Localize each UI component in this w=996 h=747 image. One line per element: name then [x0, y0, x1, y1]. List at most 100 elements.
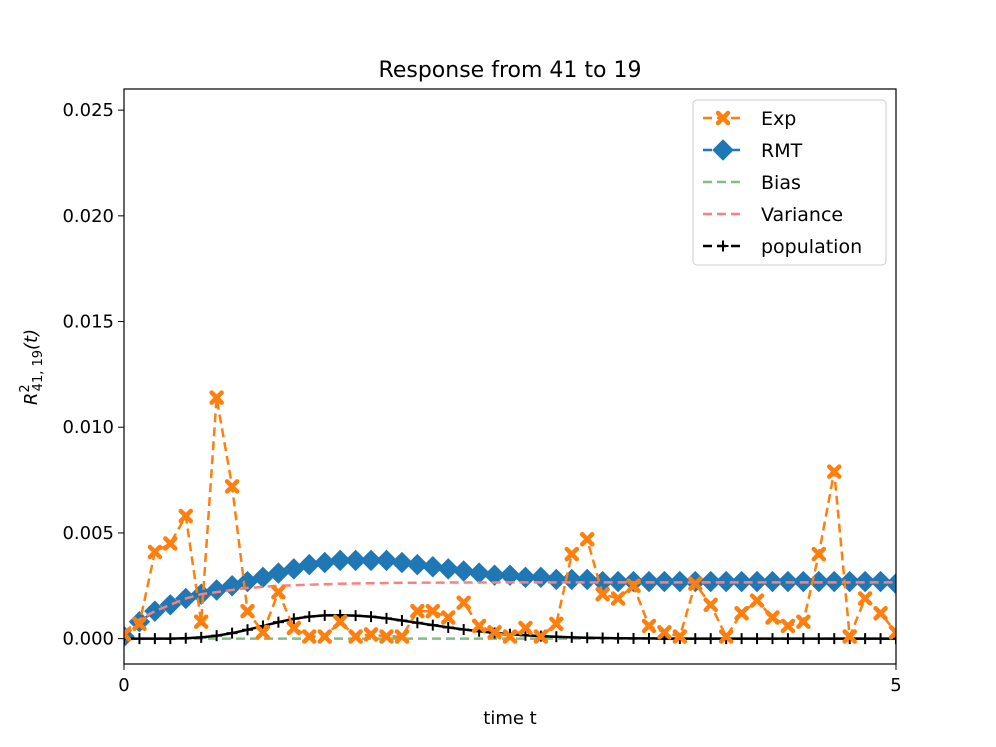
exp-point — [132, 616, 147, 632]
y-tick-label: 0.000 — [62, 629, 114, 650]
exp-point — [579, 532, 595, 547]
rmt-point — [221, 575, 243, 597]
exp-point — [302, 629, 317, 644]
rmt-point — [499, 564, 521, 586]
rmt-point — [252, 566, 274, 589]
exp-point — [224, 479, 240, 494]
exp-point — [657, 625, 672, 640]
population-point — [689, 633, 701, 645]
exp-point — [178, 508, 194, 524]
exp-point — [641, 618, 657, 634]
population-point — [766, 633, 778, 645]
exp-point — [317, 629, 332, 644]
legend-marker-population — [717, 240, 729, 252]
population-point — [736, 633, 748, 645]
population-point — [782, 633, 794, 645]
rmt-point — [205, 579, 228, 601]
population-point — [813, 633, 825, 645]
rmt-point — [746, 570, 768, 593]
population-point — [442, 621, 454, 633]
y-axis: 0.000 0.005 0.010 0.015 0.020 0.025 — [62, 100, 124, 650]
population-point — [705, 633, 717, 645]
exp-point — [765, 610, 780, 625]
rmt-point — [452, 560, 475, 582]
population-point — [828, 633, 840, 645]
exp-point — [440, 610, 456, 625]
rmt-point — [329, 549, 351, 572]
y-tick-label: 0.005 — [62, 523, 114, 544]
exp-point — [549, 616, 564, 632]
legend-label-population: population — [761, 236, 862, 258]
x-tick-label: 0 — [118, 675, 129, 696]
exp-point — [626, 578, 641, 594]
population-point — [272, 616, 284, 628]
exp-point — [610, 591, 626, 606]
exp-point — [193, 614, 209, 629]
exp-point — [425, 603, 441, 619]
rmt-point — [283, 558, 305, 580]
population-point — [242, 624, 254, 636]
rmt-point — [715, 570, 737, 593]
legend-label-rmt: RMT — [761, 140, 803, 162]
legend-marker-exp — [715, 110, 731, 126]
exp-point — [471, 618, 487, 634]
rmt-point — [545, 568, 568, 591]
rmt-point — [375, 549, 398, 572]
population-point — [133, 633, 145, 645]
population-point — [550, 631, 562, 643]
population-point — [411, 617, 423, 629]
legend: Exp RMT Bias Variance population — [692, 99, 887, 266]
plot-frame — [123, 88, 897, 665]
exp-point — [286, 620, 302, 636]
population-point — [396, 614, 408, 626]
rmt-point — [885, 572, 896, 595]
rmt-point — [422, 556, 444, 578]
y-tick-label: 0.025 — [62, 100, 114, 121]
y-tick-label: 0.010 — [62, 417, 114, 438]
population-point — [581, 632, 593, 644]
rmt-point — [576, 568, 598, 591]
population-point — [612, 632, 624, 644]
rmt-point — [391, 551, 413, 574]
y-tick-label: 0.015 — [62, 312, 114, 333]
exp-point — [811, 546, 827, 562]
rmt-point — [700, 570, 722, 593]
population-point — [643, 632, 655, 644]
exp-point — [842, 629, 857, 644]
legend-label-bias: Bias — [761, 172, 801, 194]
exp-point — [502, 629, 518, 644]
population-point — [164, 633, 176, 645]
x-axis-label: time t — [483, 708, 536, 729]
exp-point — [363, 627, 379, 642]
legend-box — [692, 99, 887, 266]
exp-point — [456, 595, 471, 610]
population-point — [751, 633, 763, 645]
exp-point — [533, 629, 549, 644]
exp-point — [857, 591, 873, 606]
population-point — [303, 611, 315, 623]
legend-label-exp: Exp — [761, 108, 796, 130]
exp-point — [240, 603, 255, 619]
rmt-point — [406, 553, 429, 576]
exp-point — [888, 625, 896, 640]
population-point — [365, 611, 377, 623]
exp-point — [796, 614, 811, 629]
exp-point — [255, 625, 271, 640]
population-point — [427, 619, 439, 631]
rmt-point — [437, 558, 459, 580]
exp-point — [595, 586, 610, 602]
exp-point — [826, 464, 842, 479]
exp-point — [734, 606, 749, 621]
y-axis-label-sub: 41, 19 — [31, 350, 46, 391]
exp-point — [703, 597, 718, 613]
legend-label-variance: Variance — [761, 204, 843, 226]
variance-line — [124, 581, 896, 634]
population-point — [597, 632, 609, 644]
exp-point — [163, 536, 178, 551]
exp-point — [124, 627, 132, 642]
exp-point — [332, 614, 348, 629]
exp-point — [348, 629, 363, 644]
rmt-point — [344, 549, 367, 572]
exp-point — [410, 603, 425, 619]
